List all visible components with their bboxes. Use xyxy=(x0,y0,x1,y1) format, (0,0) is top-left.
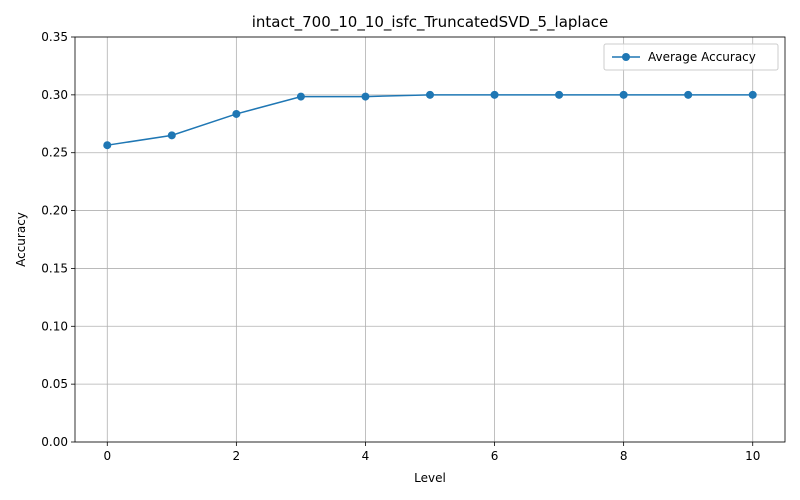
y-tick-label: 0.15 xyxy=(41,261,68,275)
legend-marker-swatch xyxy=(622,53,630,61)
y-tick-label: 0.05 xyxy=(41,377,68,391)
x-axis-label: Level xyxy=(414,471,446,485)
x-tick-label: 0 xyxy=(103,449,111,463)
x-tick-label: 10 xyxy=(745,449,760,463)
data-point xyxy=(748,90,757,99)
data-point xyxy=(167,131,176,140)
y-tick-label: 0.00 xyxy=(41,435,68,449)
x-tick-label: 8 xyxy=(620,449,628,463)
x-tick-label: 4 xyxy=(362,449,370,463)
y-axis-label: Accuracy xyxy=(14,212,28,267)
y-tick-label: 0.25 xyxy=(41,146,68,160)
data-point xyxy=(619,90,628,99)
data-point xyxy=(490,90,499,99)
y-axis-ticks: 0.00 0.05 0.10 0.15 0.20 0.25 0.30 0.35 xyxy=(41,30,75,449)
y-tick-label: 0.20 xyxy=(41,204,68,218)
x-axis-ticks: 0 2 4 6 8 10 xyxy=(103,442,760,463)
series-line xyxy=(107,94,753,146)
y-tick-label: 0.35 xyxy=(41,30,68,44)
data-point xyxy=(296,92,305,101)
legend-entry-average-accuracy: Average Accuracy xyxy=(648,50,756,64)
data-point xyxy=(361,92,370,101)
chart-title: intact_700_10_10_isfc_TruncatedSVD_5_lap… xyxy=(252,13,609,32)
legend: Average Accuracy xyxy=(603,43,779,71)
series-layer xyxy=(103,90,757,150)
legend-box xyxy=(603,43,779,71)
data-point xyxy=(426,90,434,99)
plot-frame xyxy=(74,36,786,443)
y-tick-label: 0.30 xyxy=(41,88,68,102)
x-tick-label: 6 xyxy=(491,449,499,463)
data-point xyxy=(103,141,112,150)
data-point xyxy=(684,90,693,99)
x-tick-label: 2 xyxy=(233,449,241,463)
data-point xyxy=(555,90,564,99)
data-point xyxy=(232,109,241,118)
y-tick-label: 0.10 xyxy=(41,319,68,333)
